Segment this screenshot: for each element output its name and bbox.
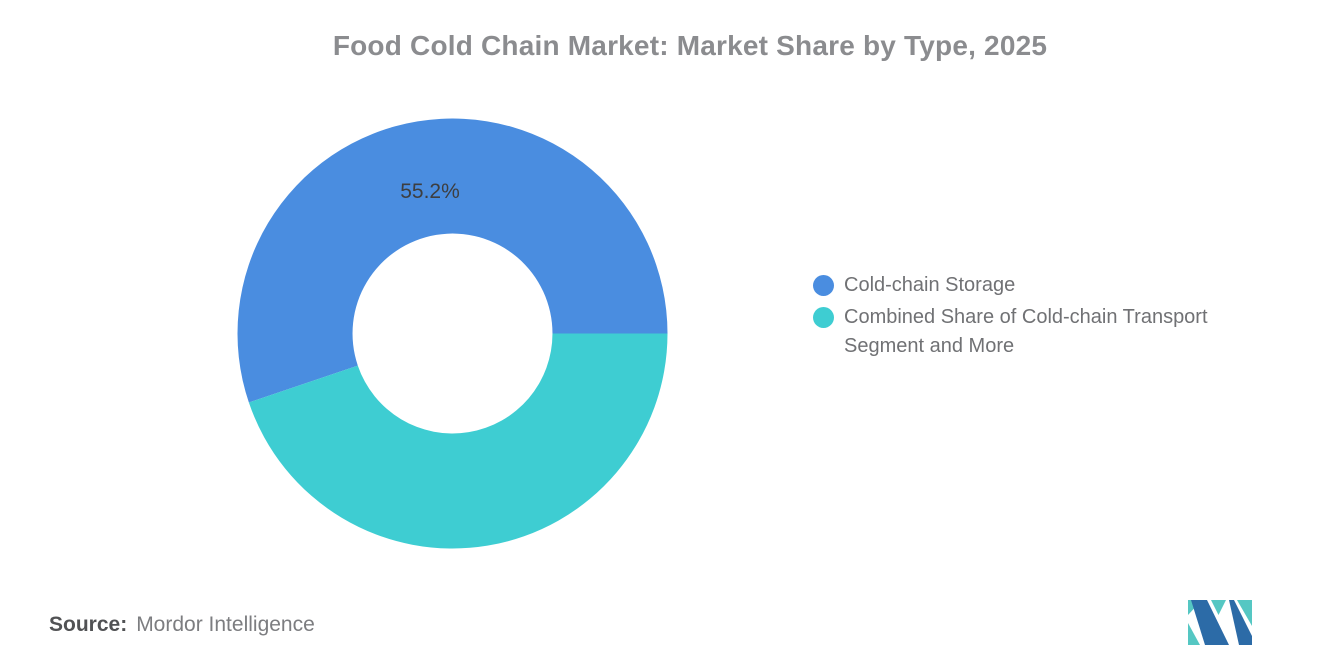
legend-swatch-blue bbox=[813, 275, 834, 296]
legend: Cold-chain Storage Combined Share of Col… bbox=[813, 271, 1256, 364]
legend-swatch-teal bbox=[813, 307, 834, 328]
slice-data-label: 55.2% bbox=[400, 180, 460, 203]
legend-label-cold-chain-transport: Combined Share of Cold-chain Transport S… bbox=[844, 306, 1208, 357]
chart-title: Food Cold Chain Market: Market Share by … bbox=[332, 30, 1048, 61]
legend-item-cold-chain-transport: Combined Share of Cold-chain Transport S… bbox=[813, 303, 1256, 361]
legend-item-cold-chain-storage: Cold-chain Storage bbox=[813, 271, 1256, 300]
source-value: Mordor Intelligence bbox=[136, 613, 315, 636]
logo-teal-top-right bbox=[1237, 600, 1252, 626]
donut-slice-1 bbox=[248, 333, 668, 549]
logo-teal-bottom-left bbox=[1188, 623, 1200, 645]
logo-blue-left-band bbox=[1191, 600, 1229, 645]
mordor-intelligence-logo bbox=[1188, 600, 1252, 645]
logo-blue-right-band bbox=[1229, 600, 1252, 645]
donut-slice-0 bbox=[237, 118, 668, 403]
source-attribution: Source: Mordor Intelligence bbox=[49, 613, 315, 637]
source-label: Source: bbox=[49, 613, 128, 636]
logo-teal-middle bbox=[1211, 600, 1226, 615]
legend-label-cold-chain-storage: Cold-chain Storage bbox=[844, 274, 1016, 296]
